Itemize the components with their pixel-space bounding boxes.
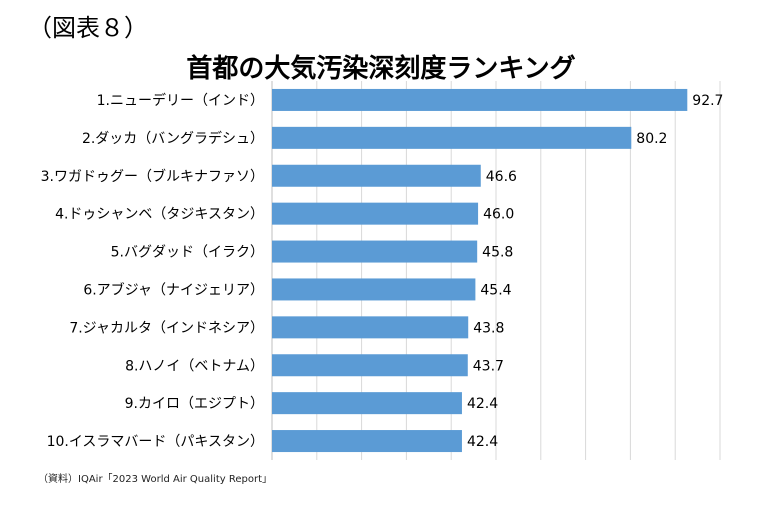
category-label: 1.ニューデリー（インド） <box>97 92 264 109</box>
value-label: 92.7 <box>692 93 723 109</box>
bar <box>272 392 462 415</box>
bar <box>272 430 462 453</box>
bar <box>272 126 632 149</box>
value-label: 43.7 <box>473 358 504 374</box>
category-label: 9.カイロ（エジプト） <box>125 396 264 412</box>
category-label: 4.ドゥシャンベ（タジキスタン） <box>55 207 264 223</box>
bar <box>272 316 469 339</box>
category-label: 5.バグダッド（イラク） <box>111 245 264 261</box>
category-label: 6.アブジャ（ナイジェリア） <box>83 281 264 298</box>
category-label: 3.ワガドゥグー（ブルキナファソ） <box>41 168 264 185</box>
value-labels: 92.7 80.2 46.6 46.0 45.8 45.4 43.8 43.7 42.4 42.4 <box>467 93 724 450</box>
bar <box>272 88 688 111</box>
category-labels: 1.ニューデリー（インド） 2.ダッカ（バングラデシュ） 3.ワガドゥグー（ブルキナ… <box>41 92 264 450</box>
value-label: 42.4 <box>467 434 498 450</box>
value-label: 46.6 <box>486 169 517 185</box>
source-note: （資料）IQAir「2023 World Air Quality Report」 <box>38 474 272 485</box>
value-label: 45.8 <box>482 245 513 261</box>
chart-title: 首都の大気汚染深刻度ランキング <box>186 54 576 84</box>
value-label: 43.8 <box>473 320 504 336</box>
bar <box>272 164 481 187</box>
bars <box>272 88 688 453</box>
bar <box>272 202 479 225</box>
category-label: 2.ダッカ（バングラデシュ） <box>82 130 264 147</box>
value-label: 42.4 <box>467 396 498 412</box>
bar <box>272 354 468 377</box>
value-label: 45.4 <box>480 282 511 298</box>
bar <box>272 278 476 301</box>
value-label: 80.2 <box>636 131 667 147</box>
figure-label: （図表８） <box>28 14 148 42</box>
category-label: 7.ジャカルタ（インドネシア） <box>69 320 264 336</box>
category-label: 10.イスラマバード（パキスタン） <box>47 434 264 450</box>
value-label: 46.0 <box>483 207 514 223</box>
bar <box>272 240 478 263</box>
category-label: 8.ハノイ（ベトナム） <box>125 358 264 374</box>
